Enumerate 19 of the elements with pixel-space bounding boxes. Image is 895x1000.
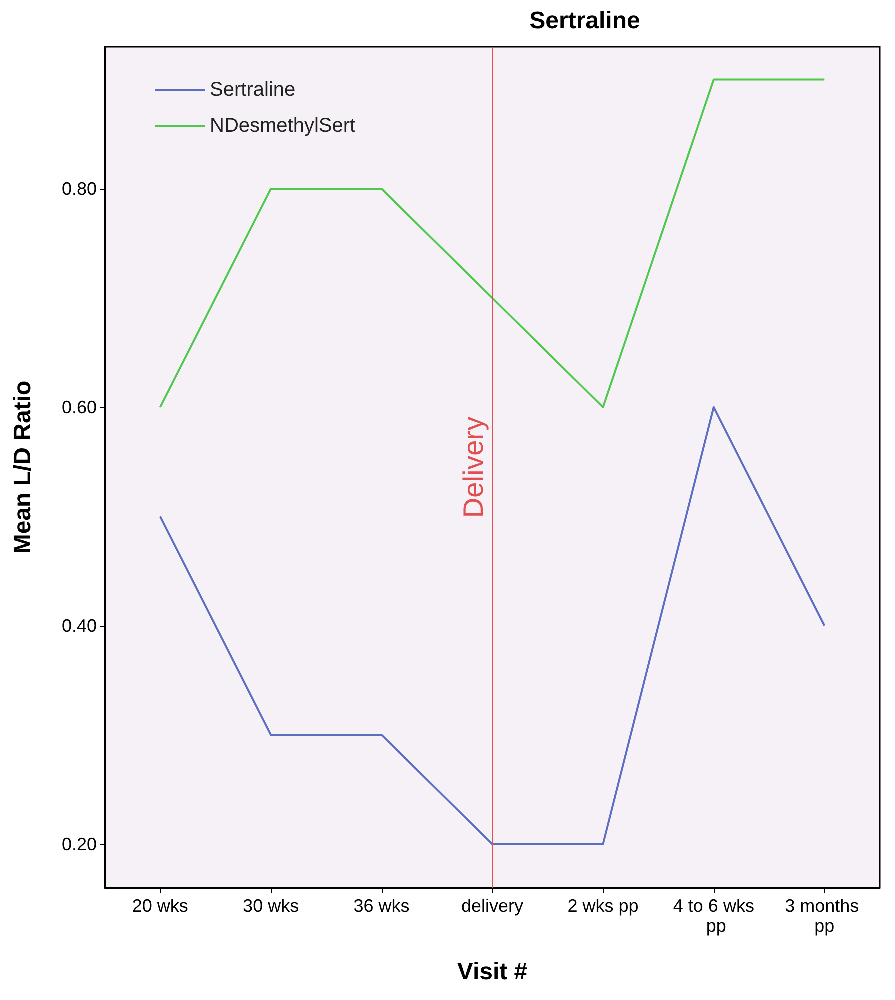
y-axis-title: Mean L/D Ratio: [10, 380, 36, 554]
y-tick-label: 0.60: [62, 397, 97, 418]
y-tick-label: 0.40: [62, 616, 97, 636]
y-tick-label: 0.80: [62, 178, 97, 199]
x-axis-title: Visit #: [457, 958, 528, 986]
x-tick-label: delivery: [461, 896, 524, 916]
x-tick-label: 2 wks pp: [568, 896, 639, 916]
chart-title: Sertraline: [530, 8, 640, 34]
x-tick-label: 20 wks: [132, 896, 188, 916]
legend-label: NDesmethylSert: [210, 115, 356, 137]
x-tick-label: 3 months pp: [785, 896, 864, 936]
x-tick-label: 4 to 6 wks pp: [673, 896, 754, 936]
line-series: [159, 78, 826, 408]
line-series: [159, 406, 826, 846]
x-tick-label: 30 wks: [243, 896, 300, 916]
ref-line-label: Delivery: [458, 416, 489, 518]
x-tick-label: 36 wks: [354, 896, 410, 916]
y-tick-label: 0.20: [62, 834, 97, 854]
legend-label: Sertraline: [210, 79, 296, 101]
